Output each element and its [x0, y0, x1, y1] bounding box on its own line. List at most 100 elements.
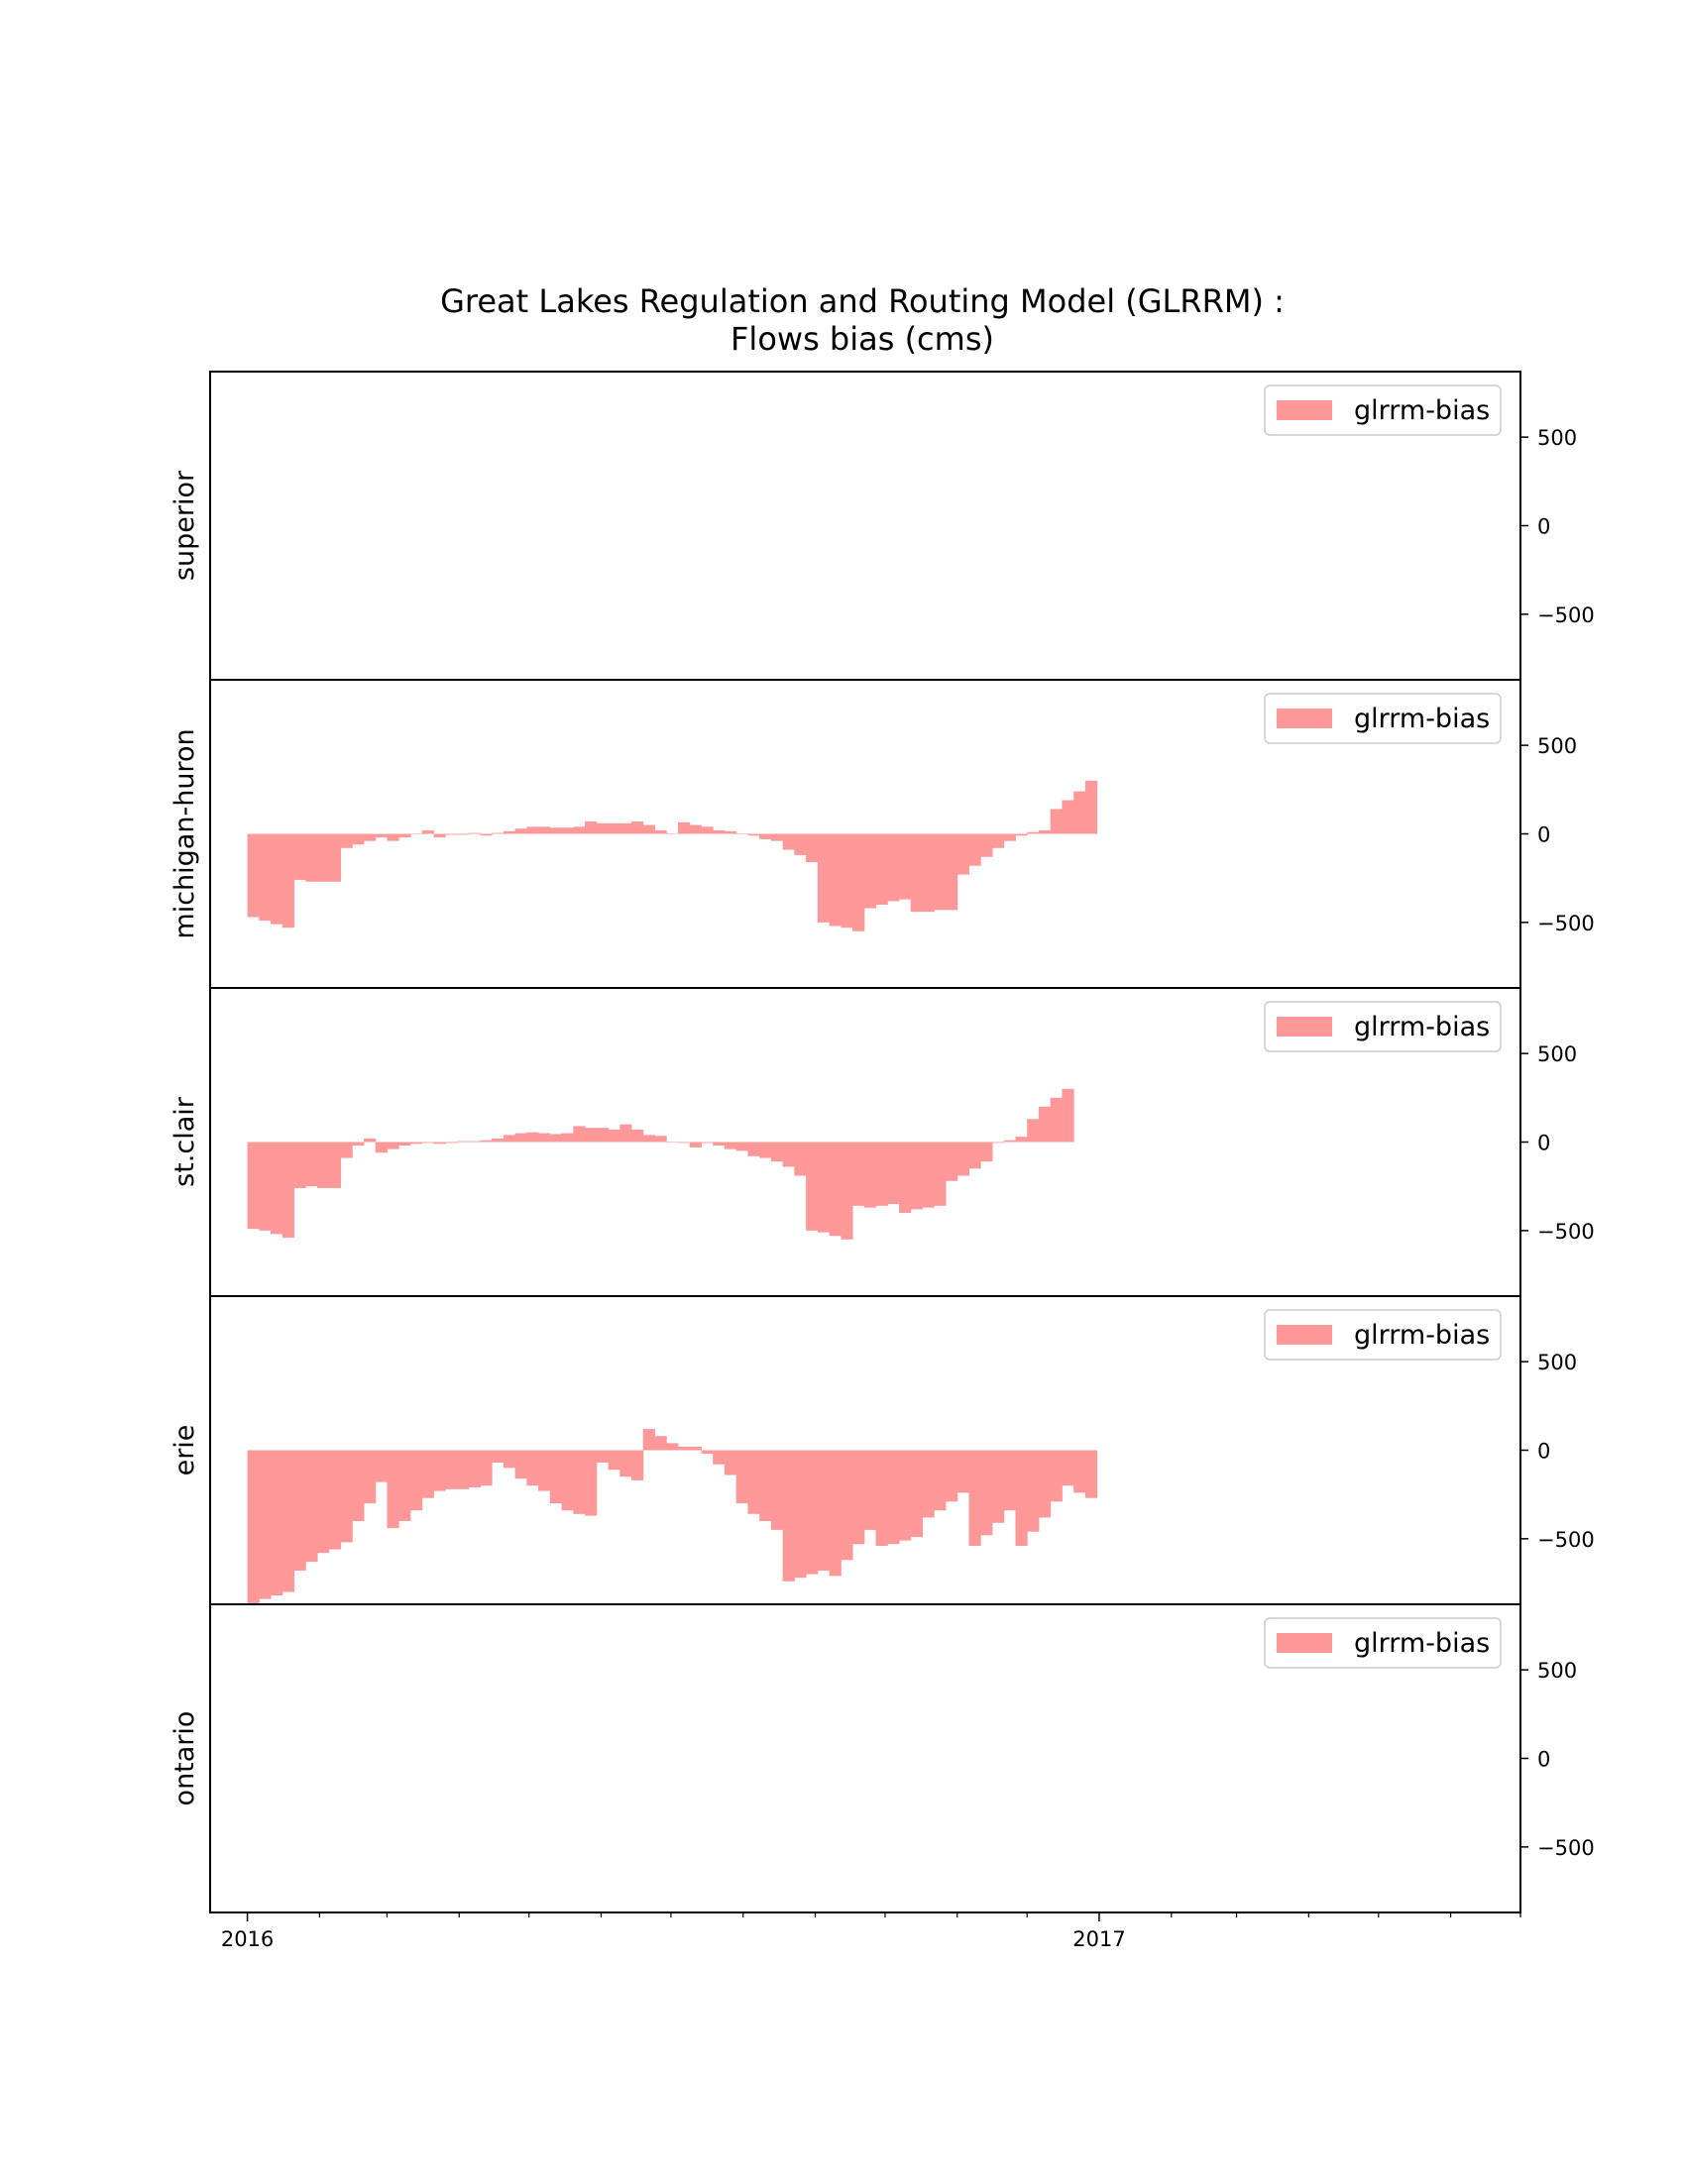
- bar: [1015, 1137, 1028, 1143]
- bar: [713, 829, 726, 834]
- bar: [538, 1133, 551, 1143]
- bar: [305, 1450, 318, 1563]
- bar: [480, 1450, 493, 1486]
- bar: [619, 1124, 632, 1143]
- bar: [561, 1450, 574, 1511]
- bar: [701, 826, 714, 834]
- chart-title-line2: Flows bias (cms): [730, 320, 994, 358]
- legend-box: [1264, 1309, 1502, 1361]
- bar: [1003, 1450, 1016, 1511]
- bar: [677, 1446, 691, 1451]
- bar: [608, 1450, 620, 1471]
- bar: [934, 1142, 947, 1206]
- y-tick-label: 0: [1537, 1440, 1550, 1464]
- bar: [1015, 1450, 1028, 1547]
- bar: [654, 1136, 667, 1143]
- x-tick-label: 2016: [221, 1927, 274, 1951]
- bar: [468, 832, 481, 834]
- bar: [852, 833, 865, 931]
- bar: [293, 833, 306, 880]
- bar: [305, 833, 318, 882]
- bar: [910, 1142, 924, 1210]
- bar: [1027, 1450, 1040, 1532]
- bar: [1038, 1106, 1052, 1143]
- bar: [841, 1142, 853, 1240]
- bar: [1038, 1450, 1052, 1518]
- bar: [922, 833, 935, 913]
- bar: [817, 1450, 831, 1572]
- bar: [956, 1142, 969, 1176]
- y-tick-label: −500: [1537, 1836, 1595, 1860]
- bar: [1073, 791, 1086, 834]
- bar: [991, 1142, 1005, 1144]
- bar: [409, 833, 423, 834]
- bar: [782, 1142, 795, 1167]
- bar: [689, 824, 702, 834]
- bar: [689, 1446, 702, 1451]
- bar: [735, 1142, 748, 1151]
- bar: [526, 826, 539, 834]
- bar: [271, 1142, 283, 1235]
- bar: [492, 1138, 505, 1143]
- bar: [829, 833, 842, 927]
- bar: [1050, 809, 1063, 834]
- bar: [863, 1450, 877, 1530]
- bar: [514, 828, 527, 834]
- panel-label-superior: superior: [169, 470, 200, 581]
- bar: [259, 833, 272, 922]
- bar: [770, 833, 784, 841]
- bar: [328, 1450, 341, 1550]
- bar: [1062, 1088, 1074, 1143]
- bar: [666, 833, 679, 834]
- bar: [549, 1134, 563, 1143]
- bar: [340, 1142, 353, 1158]
- bar: [293, 1450, 306, 1572]
- bar: [561, 827, 574, 834]
- bar: [538, 1450, 551, 1491]
- bar: [352, 1142, 365, 1147]
- bar: [340, 1450, 353, 1543]
- bar: [713, 1450, 726, 1465]
- bar: [433, 1142, 446, 1145]
- bar: [363, 1138, 377, 1143]
- bar: [852, 1450, 865, 1545]
- bar: [596, 1128, 610, 1143]
- y-tick-label: 0: [1537, 1132, 1550, 1155]
- bar: [433, 1450, 446, 1491]
- bar: [806, 833, 819, 863]
- bar: [946, 1142, 958, 1181]
- bar: [585, 820, 598, 834]
- bar: [1084, 780, 1098, 834]
- bar: [503, 1135, 516, 1143]
- legend-box: [1264, 1617, 1502, 1669]
- bar: [398, 1142, 411, 1147]
- legend-box: [1264, 1001, 1502, 1052]
- bar: [387, 1450, 399, 1529]
- legend-box: [1264, 693, 1502, 744]
- y-tick-label: 500: [1537, 734, 1577, 758]
- bar: [608, 822, 620, 834]
- bar: [968, 1142, 981, 1169]
- bar: [817, 1142, 831, 1233]
- bar: [1062, 1450, 1074, 1486]
- bar: [677, 1142, 691, 1144]
- y-tick-label: 0: [1537, 515, 1550, 539]
- bar: [1038, 829, 1052, 834]
- bar: [596, 1450, 610, 1464]
- bar: [375, 833, 388, 838]
- legend-box: [1264, 384, 1502, 436]
- bar: [735, 833, 748, 834]
- bar: [247, 1142, 260, 1230]
- bar: [317, 1142, 330, 1188]
- panel-label-st-clair: st.clair: [169, 1096, 200, 1187]
- bar: [1084, 1450, 1098, 1498]
- bar: [794, 1142, 807, 1176]
- y-tick-label: −500: [1537, 603, 1595, 627]
- bar: [328, 833, 341, 882]
- bar: [910, 1450, 924, 1538]
- bar: [409, 1450, 423, 1511]
- y-tick-label: −500: [1537, 912, 1595, 935]
- bar: [409, 1142, 423, 1145]
- bar: [375, 1142, 388, 1153]
- bar: [1073, 1450, 1086, 1493]
